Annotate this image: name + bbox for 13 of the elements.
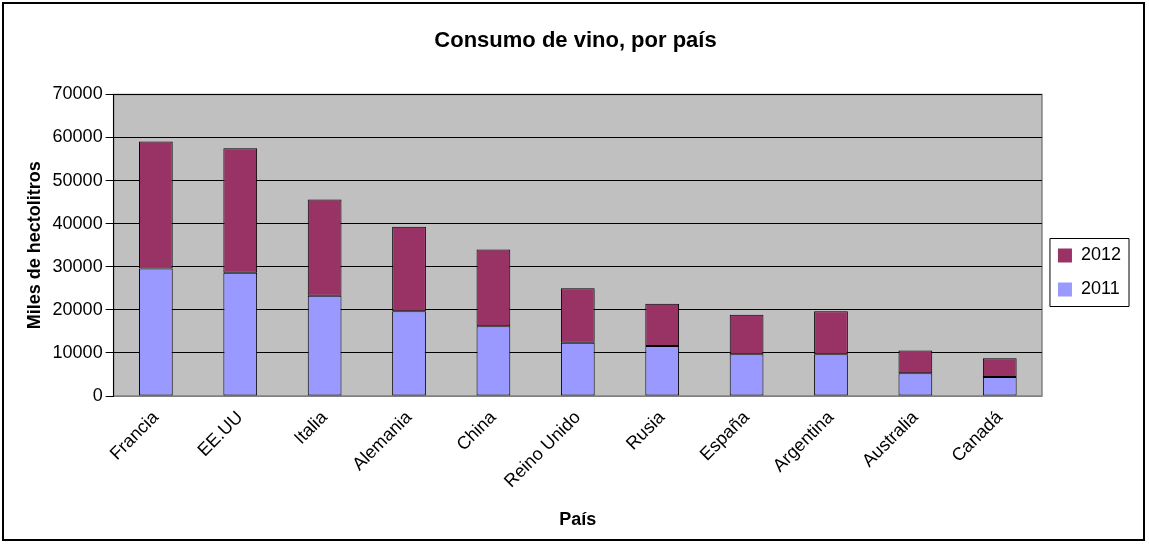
legend-label: 2011 <box>1080 278 1120 299</box>
y-tick-label: 30000 <box>52 255 103 276</box>
y-tick-label: 70000 <box>52 83 103 104</box>
y-tick-label: 60000 <box>52 126 103 147</box>
y-tick-label: 40000 <box>52 212 103 233</box>
x-axis-title: País <box>559 509 597 530</box>
y-tick-label: 50000 <box>52 169 103 190</box>
y-axis-title: Miles de hectolitros <box>23 161 44 330</box>
chart-title: Consumo de vino, por país <box>434 27 717 53</box>
y-tick-label: 20000 <box>52 298 103 319</box>
legend-label: 2012 <box>1080 244 1121 265</box>
y-tick-label: 0 <box>92 385 103 406</box>
y-tick-label: 10000 <box>52 341 103 362</box>
